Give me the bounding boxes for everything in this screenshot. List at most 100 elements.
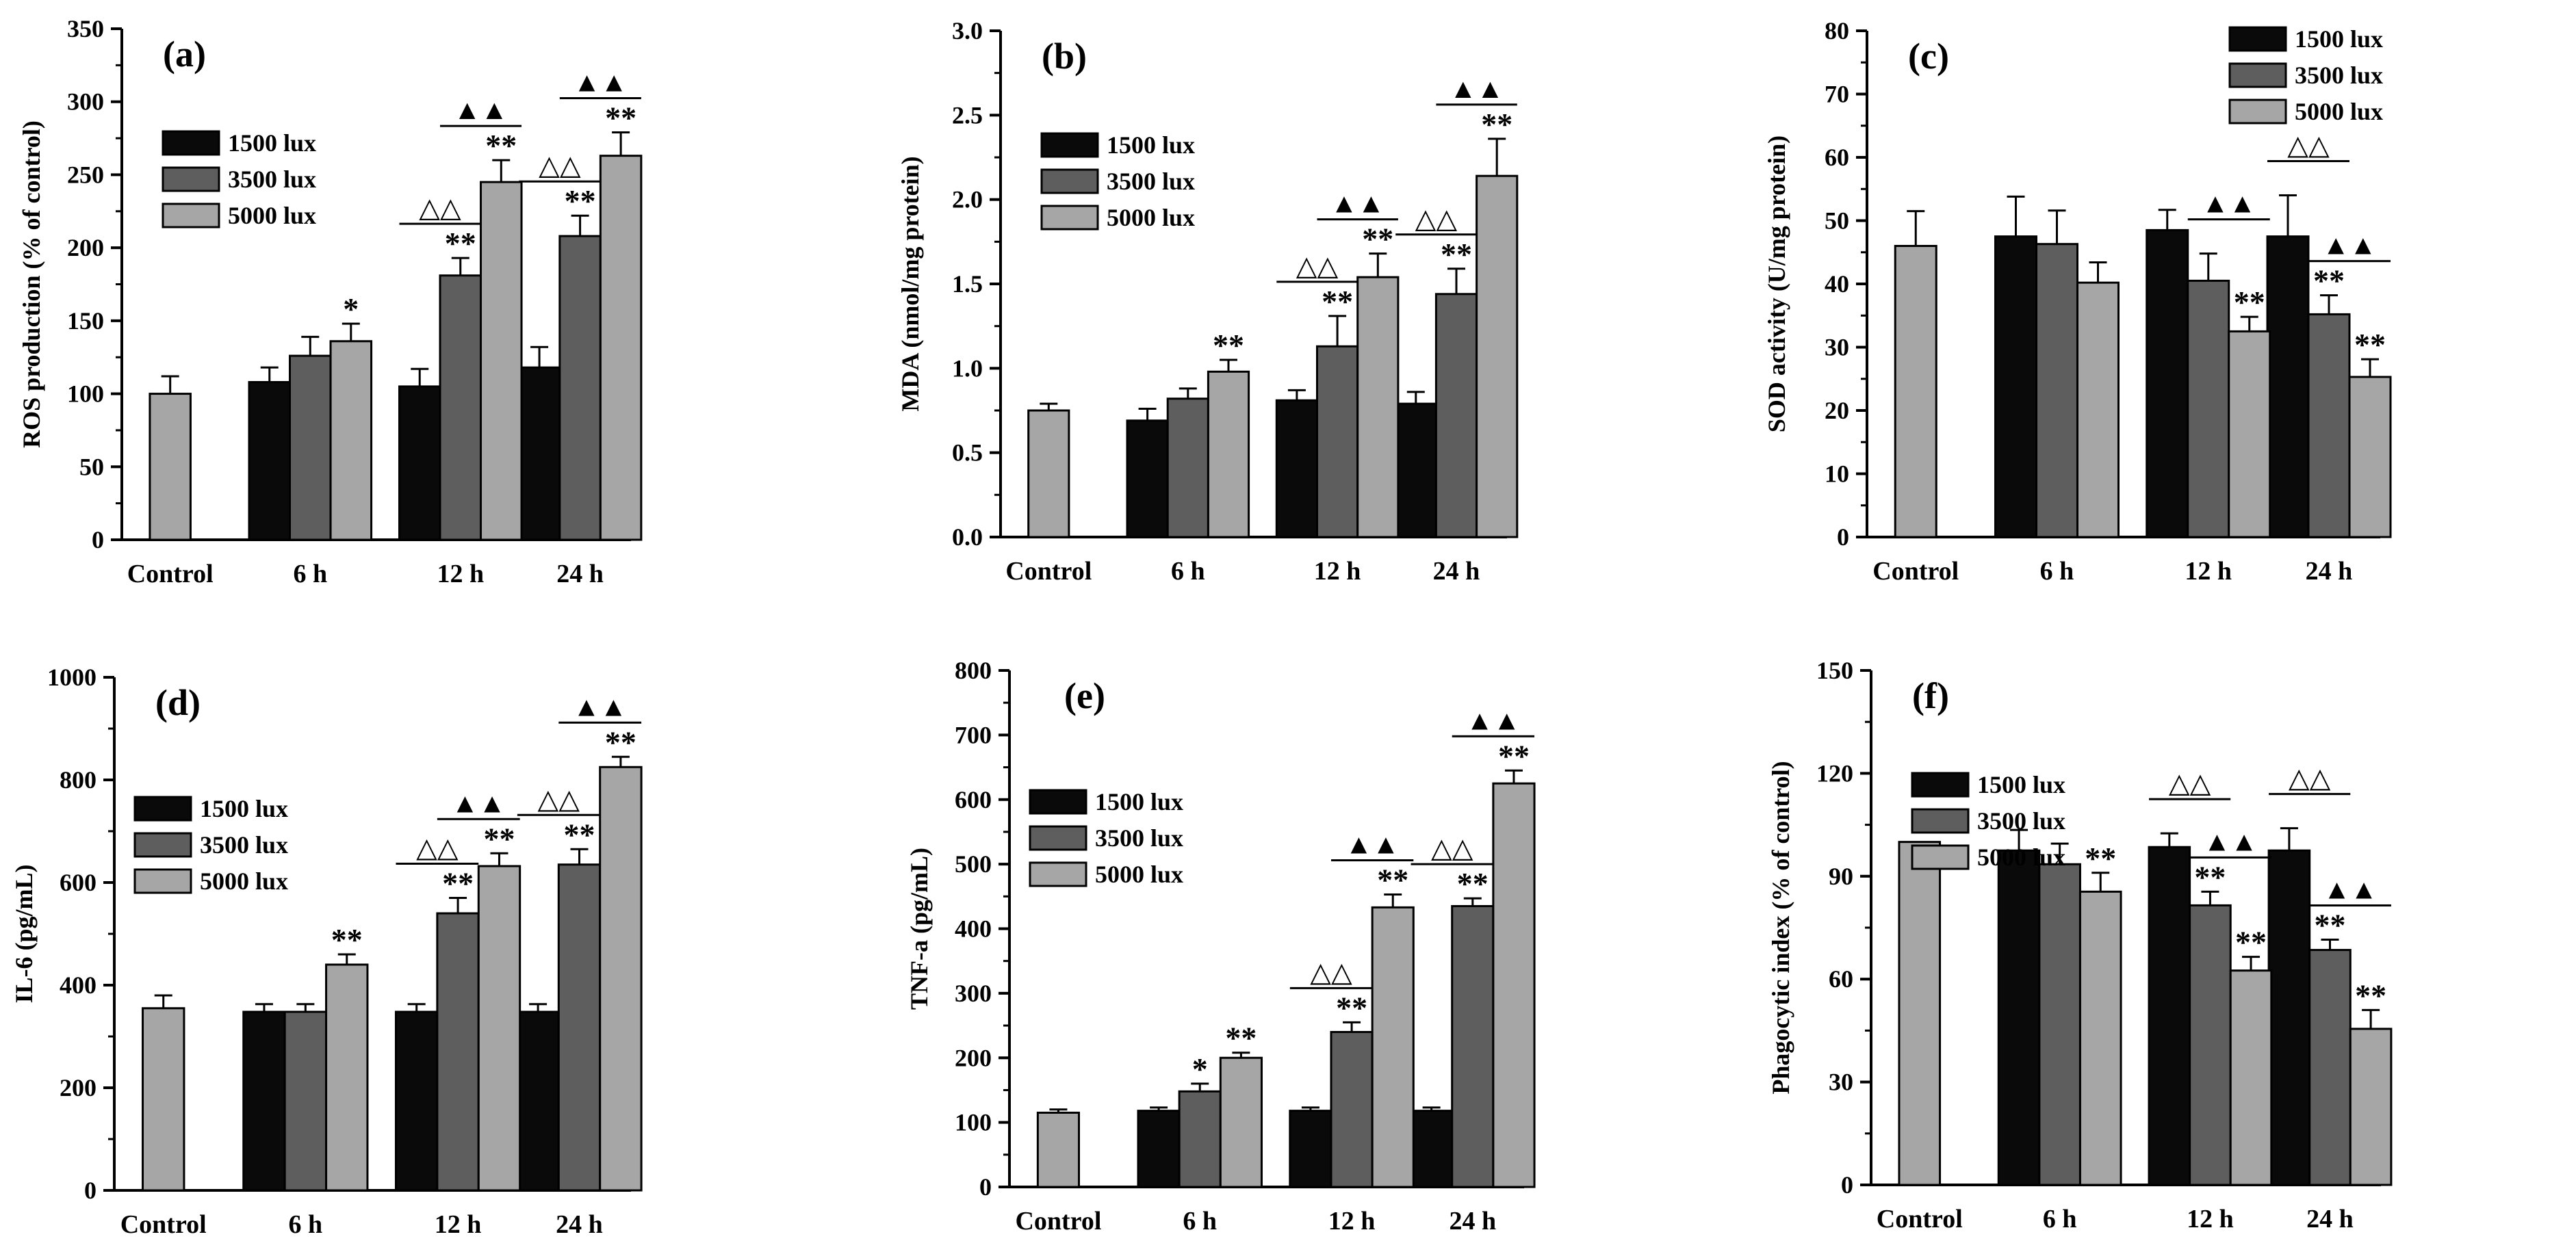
x-tick-label: 6 h xyxy=(2043,1205,2077,1233)
legend-swatch xyxy=(162,203,220,228)
significance-mark: ** xyxy=(445,226,476,261)
x-tick-label: 6 h xyxy=(293,560,327,588)
x-tick-label: Control xyxy=(1005,557,1092,586)
legend-swatch xyxy=(133,796,192,822)
x-tick-label: Control xyxy=(1877,1205,1963,1233)
control-bar xyxy=(1027,409,1070,538)
x-tick-label: 12 h xyxy=(437,560,484,588)
y-tick-label: 300 xyxy=(955,980,992,1007)
x-tick-label: 6 h xyxy=(1183,1207,1217,1236)
significance-mark: * xyxy=(343,291,359,326)
y-axis-title: MDA (nmol/mg protein) xyxy=(897,156,924,411)
comparison-symbol: ▲▲ xyxy=(452,787,506,818)
bar-1500-lux xyxy=(2267,849,2311,1186)
panel-label: (d) xyxy=(155,682,201,723)
y-axis-title: TNF-a (pg/mL) xyxy=(905,848,933,1010)
y-tick-label: 600 xyxy=(60,869,96,896)
bar-5000-lux xyxy=(1476,174,1519,538)
bar-3500-lux xyxy=(1451,904,1495,1188)
y-tick-label: 800 xyxy=(955,657,992,684)
y-tick-label: 1.0 xyxy=(952,354,983,382)
comparison-symbol: △△ xyxy=(1310,956,1352,987)
bar-5000-lux xyxy=(329,340,373,541)
y-tick-label: 800 xyxy=(60,766,96,794)
bar-1500-lux xyxy=(1394,402,1437,538)
x-tick-label: 24 h xyxy=(2306,557,2353,586)
bar-1500-lux xyxy=(2148,846,2191,1186)
panel-label: (c) xyxy=(1908,36,1949,77)
significance-mark: ** xyxy=(442,866,474,901)
legend-label: 1500 lux xyxy=(228,129,316,157)
y-tick-label: 70 xyxy=(1825,81,1849,108)
comparison-symbol: ▲▲ xyxy=(2202,188,2256,219)
y-tick-label: 60 xyxy=(1825,144,1849,171)
legend-label: 5000 lux xyxy=(228,202,316,229)
bar-3500-lux xyxy=(1166,397,1209,538)
y-axis-title: ROS production (% of control) xyxy=(18,120,45,448)
legend-label: 5000 lux xyxy=(2295,98,2383,125)
legend-swatch xyxy=(2228,99,2287,125)
y-tick-label: 300 xyxy=(67,88,104,116)
bar-3500-lux xyxy=(283,1010,328,1192)
y-tick-label: 350 xyxy=(67,15,104,42)
significance-mark: ** xyxy=(1377,862,1408,897)
x-tick-label: Control xyxy=(1015,1207,1101,1236)
legend-label: 3500 lux xyxy=(1107,168,1195,195)
y-tick-label: 0 xyxy=(1837,523,1849,551)
legend-swatch xyxy=(1040,205,1099,231)
y-tick-label: 50 xyxy=(1825,207,1849,235)
bar-5000-lux xyxy=(1371,906,1415,1188)
control-bar xyxy=(1894,245,1937,538)
bar-3500-lux xyxy=(557,863,602,1192)
bar-3500-lux xyxy=(1178,1090,1222,1188)
bar-5000-lux xyxy=(1492,782,1536,1188)
significance-mark: ** xyxy=(2085,841,2116,876)
y-tick-label: 1000 xyxy=(47,664,96,691)
significance-mark: ** xyxy=(483,821,515,856)
comparison-symbol: △△ xyxy=(2169,768,2211,798)
bar-5000-lux xyxy=(2349,1028,2393,1186)
panel-label: (b) xyxy=(1042,36,1087,77)
y-tick-label: 150 xyxy=(67,307,104,335)
legend-swatch xyxy=(1029,861,1087,887)
y-tick-label: 200 xyxy=(67,234,104,261)
bar-5000-lux xyxy=(325,963,369,1192)
y-tick-label: 0.5 xyxy=(952,439,983,467)
legend-label: 3500 lux xyxy=(2295,62,2383,89)
y-tick-label: 60 xyxy=(1829,965,1853,993)
bar-5000-lux xyxy=(2228,330,2271,538)
y-tick-label: 30 xyxy=(1829,1069,1853,1096)
significance-mark: ** xyxy=(2234,285,2265,319)
y-tick-label: 150 xyxy=(1816,657,1853,684)
bar-1500-lux xyxy=(2266,235,2310,538)
comparison-symbol: △△ xyxy=(539,150,581,181)
bar-1500-lux xyxy=(1126,419,1169,538)
bar-3500-lux xyxy=(2035,243,2078,538)
legend-swatch xyxy=(133,868,192,894)
significance-mark: ** xyxy=(564,817,595,852)
significance-mark: ** xyxy=(1441,237,1472,272)
legend: 1500 lux 3500 lux 5000 lux xyxy=(162,129,316,229)
comparison-symbol: ▲▲ xyxy=(2322,230,2376,261)
y-tick-label: 400 xyxy=(955,915,992,943)
y-tick-label: 0.0 xyxy=(952,523,983,551)
legend: 1500 lux 3500 lux 5000 lux xyxy=(2228,25,2383,125)
legend-label: 3500 lux xyxy=(1095,824,1183,852)
bar-3500-lux xyxy=(2308,949,2352,1186)
comparison-symbol: △△ xyxy=(419,192,461,223)
x-tick-label: 6 h xyxy=(289,1210,323,1239)
x-tick-label: 24 h xyxy=(2306,1205,2354,1233)
significance-mark: ** xyxy=(1481,107,1512,142)
legend-swatch xyxy=(1029,789,1087,815)
bar-5000-lux xyxy=(599,766,643,1192)
legend-label: 1500 lux xyxy=(2295,25,2383,53)
significance-mark: ** xyxy=(1322,284,1353,319)
comparison-symbol: △△ xyxy=(1415,203,1458,234)
bar-5000-lux xyxy=(2078,890,2122,1186)
y-tick-label: 3.0 xyxy=(952,17,983,44)
significance-mark: ** xyxy=(331,922,363,957)
bar-3500-lux xyxy=(2187,279,2230,538)
legend-swatch xyxy=(1911,808,1970,834)
control-bar xyxy=(149,393,192,541)
y-tick-label: 700 xyxy=(955,721,992,748)
